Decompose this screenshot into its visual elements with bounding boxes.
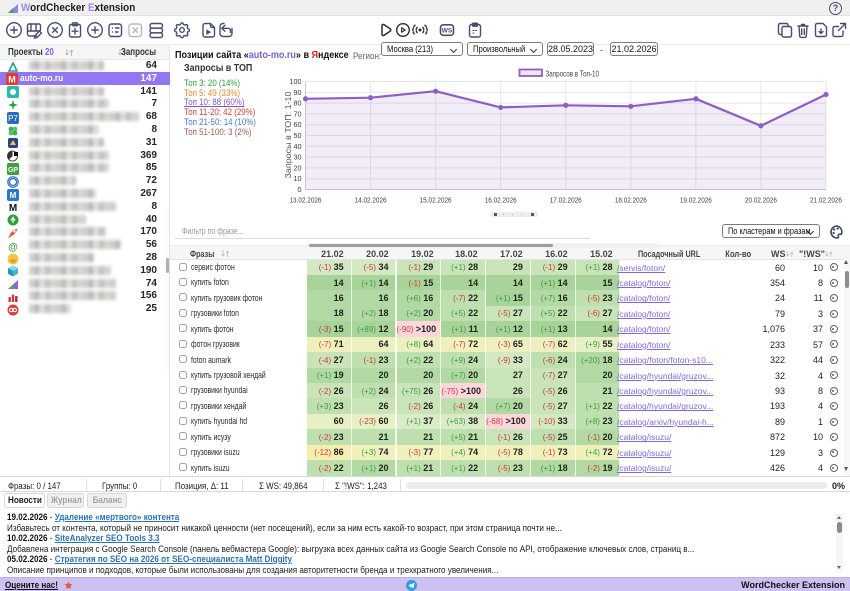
svg-text:70: 70 [294, 109, 302, 118]
svg-text:17.02.2026: 17.02.2026 [550, 196, 582, 205]
svg-text:10: 10 [294, 174, 302, 183]
svg-text:18.02.2026: 18.02.2026 [615, 196, 647, 205]
svg-text:20: 20 [294, 163, 302, 172]
svg-text:Запросы в ТОП: 1-10: Запросы в ТОП: 1-10 [284, 91, 293, 179]
svg-text:20.02.2026: 20.02.2026 [745, 196, 777, 205]
svg-text:15.02.2026: 15.02.2026 [420, 196, 452, 205]
svg-text:13.02.2026: 13.02.2026 [290, 196, 322, 205]
svg-text:21.02.2026: 21.02.2026 [810, 196, 842, 205]
svg-text:80: 80 [294, 99, 302, 108]
svg-text:0: 0 [298, 185, 302, 194]
svg-text:M: M [10, 191, 17, 200]
svg-text:14.02.2026: 14.02.2026 [355, 196, 387, 205]
svg-text:30: 30 [294, 153, 302, 162]
svg-text:60: 60 [294, 120, 302, 129]
svg-text:@: @ [8, 242, 18, 252]
svg-text:WS: WS [442, 28, 453, 35]
svg-text:19.02.2026: 19.02.2026 [680, 196, 712, 205]
svg-text:16.02.2026: 16.02.2026 [485, 196, 517, 205]
svg-text:GP: GP [8, 167, 18, 174]
svg-text:50: 50 [294, 131, 302, 140]
svg-text:90: 90 [294, 88, 302, 97]
svg-text:M: M [9, 203, 17, 213]
svg-text:M: M [8, 75, 16, 85]
svg-text:100: 100 [290, 77, 302, 86]
svg-text:P7: P7 [8, 114, 18, 123]
svg-text:40: 40 [294, 142, 302, 151]
svg-text:Запросов в Топ-10: Запросов в Топ-10 [546, 69, 600, 79]
